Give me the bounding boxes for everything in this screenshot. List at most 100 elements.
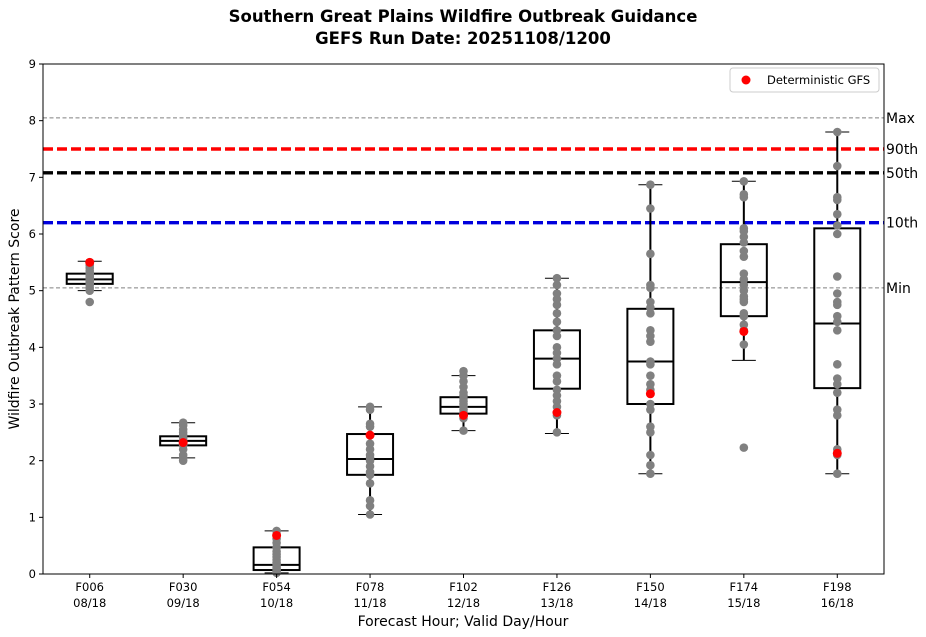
x-tick-label-valid: 14/18: [634, 596, 667, 610]
x-tick-label-hour: F102: [449, 580, 478, 594]
ensemble-member-point: [832, 127, 842, 137]
ensemble-member-point: [832, 289, 842, 298]
deterministic-gfs-point: [645, 389, 655, 399]
ensemble-member-point: [832, 297, 842, 307]
reference-label-min: Min: [886, 281, 911, 297]
ensemble-member-point: [552, 289, 562, 298]
y-tick-label: 7: [29, 170, 36, 184]
ensemble-member-point: [832, 229, 842, 239]
ensemble-member-point: [552, 309, 562, 318]
ensemble-member-point: [739, 246, 749, 256]
chart-title: Southern Great Plains Wildfire Outbreak …: [229, 7, 698, 26]
x-axis-label: Forecast Hour; Valid Day/Hour: [358, 614, 569, 630]
y-tick-label: 5: [29, 284, 36, 298]
ensemble-member-point: [832, 360, 842, 369]
ensemble-member-point: [739, 320, 749, 329]
legend-marker: [741, 75, 751, 85]
ensemble-member-point: [832, 272, 842, 281]
y-tick-label: 6: [29, 227, 36, 241]
ensemble-member-point: [832, 311, 842, 321]
y-tick-label: 3: [29, 397, 36, 411]
deterministic-gfs-point: [832, 448, 842, 458]
ensemble-member-point: [832, 469, 842, 479]
x-tick-label-valid: 09/18: [167, 596, 200, 610]
ensemble-member-point: [646, 249, 655, 259]
reference-label-50th: 50th: [886, 166, 918, 182]
reference-label-max: Max: [886, 111, 915, 127]
ensemble-member-point: [832, 221, 842, 230]
ensemble-member-point: [459, 426, 468, 435]
y-tick-label: 9: [29, 57, 36, 71]
ensemble-member-point: [552, 343, 562, 352]
x-axis: F006 08/18 F030 09/18 F054 10/18 F078 11/18 F102…: [73, 574, 854, 610]
ensemble-member-point: [552, 326, 562, 335]
legend-label: Deterministic GFS: [767, 73, 870, 87]
ensemble-member-point: [552, 317, 562, 327]
x-tick-label-hour: F198: [823, 580, 852, 594]
reference-line-labels: Max 90th 50th 10th Min: [886, 111, 918, 297]
x-tick-label-valid: 11/18: [353, 596, 386, 610]
ensemble-member-point: [646, 357, 655, 366]
ensemble-member-point: [646, 379, 655, 389]
ensemble-member-point: [646, 399, 655, 409]
ensemble-member-point: [832, 388, 842, 397]
ensemble-member-point: [739, 190, 749, 199]
y-tick-label: 8: [29, 114, 36, 128]
ensemble-member-point: [646, 469, 655, 479]
x-tick-label-hour: F030: [169, 580, 198, 594]
ensemble-member-point: [365, 510, 375, 519]
deterministic-gfs-point: [459, 410, 468, 420]
x-tick-label-hour: F174: [730, 580, 759, 594]
legend: Deterministic GFS: [729, 67, 880, 93]
x-tick-label-valid: 13/18: [540, 596, 573, 610]
x-tick-label-hour: F006: [75, 580, 104, 594]
ensemble-member-point: [646, 422, 655, 431]
ensemble-member-point: [646, 460, 655, 470]
ensemble-member-point: [365, 479, 375, 488]
ensemble-member-point: [646, 297, 655, 307]
ensemble-member-point: [832, 326, 842, 335]
ensemble-member-point: [832, 209, 842, 219]
ensemble-member-point: [552, 280, 562, 290]
ensemble-member-point: [739, 340, 749, 349]
reference-label-90th: 90th: [886, 142, 918, 158]
y-tick-label: 1: [29, 510, 36, 524]
y-tick-label: 2: [29, 454, 36, 468]
ensemble-member-point: [739, 224, 749, 233]
deterministic-gfs-point: [178, 438, 188, 448]
legend-box: [729, 67, 880, 93]
x-tick-label-valid: 08/18: [73, 596, 106, 610]
ensemble-member-point: [646, 450, 655, 460]
ensemble-member-point: [832, 161, 842, 171]
ensemble-member-point: [739, 309, 749, 318]
ensemble-member-point: [178, 418, 188, 428]
ensemble-member-point: [365, 439, 375, 448]
ensemble-member-point: [739, 177, 749, 186]
y-axis: 0 1 2 3 4 5 6 7 8 9: [29, 57, 43, 581]
deterministic-gfs-point: [739, 326, 749, 336]
deterministic-gfs-point: [552, 408, 562, 417]
x-tick-label-valid: 15/18: [727, 596, 760, 610]
ensemble-member-point: [85, 297, 95, 307]
x-tick-label-valid: 10/18: [260, 596, 293, 610]
ensemble-member-point: [646, 371, 655, 380]
ensemble-member-point: [552, 428, 562, 437]
ensemble-member-point: [459, 366, 468, 376]
chart-subtitle: GEFS Run Date: 20251108/1200: [315, 29, 611, 48]
y-axis-label: Wildfire Outbreak Pattern Score: [7, 208, 23, 429]
ensemble-member-point: [552, 385, 562, 395]
x-tick-label-hour: F150: [636, 580, 665, 594]
ensemble-member-point: [646, 204, 655, 213]
ensemble-member-point: [646, 180, 655, 189]
reference-label-10th: 10th: [886, 216, 918, 232]
ensemble-member-point: [739, 443, 749, 452]
x-tick-label-valid: 12/18: [447, 596, 480, 610]
ensemble-member-point: [552, 371, 562, 380]
ensemble-member-point: [832, 192, 842, 202]
ensemble-member-point: [552, 273, 562, 283]
ensemble-members: [85, 127, 842, 578]
x-tick-label-valid: 16/18: [821, 596, 854, 610]
y-tick-label: 4: [29, 340, 36, 354]
deterministic-gfs-point: [272, 530, 282, 540]
